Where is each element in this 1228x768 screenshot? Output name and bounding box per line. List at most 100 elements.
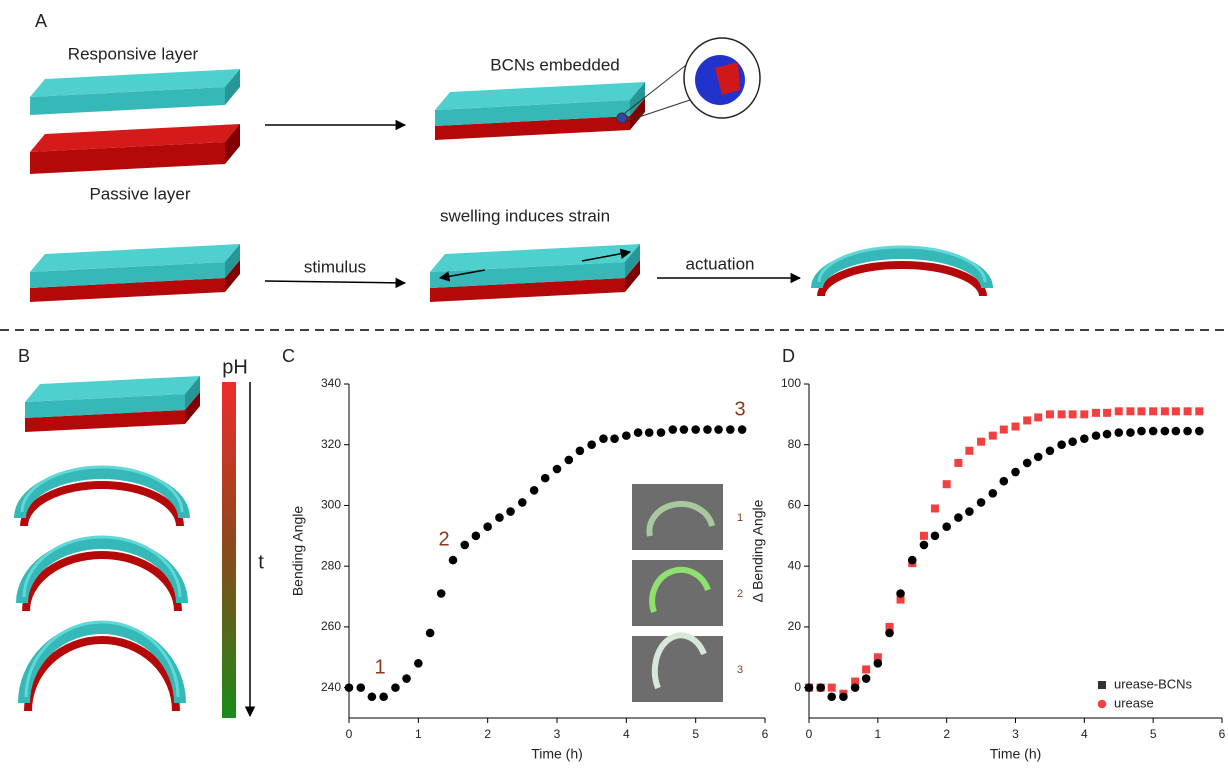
point: [414, 659, 423, 668]
point: [988, 489, 997, 498]
panel-label: B: [18, 346, 30, 366]
figure: A B C D Responsive layer Passive layer B…: [0, 0, 1228, 768]
y-tick-label: 20: [788, 619, 802, 633]
point: [472, 532, 481, 541]
point: [1126, 428, 1135, 437]
point: [1080, 434, 1089, 443]
y-tick-label: 340: [321, 376, 341, 390]
point: [645, 428, 654, 437]
point: [1068, 437, 1077, 446]
inset-photo: [632, 636, 723, 702]
panel-label: A: [35, 11, 47, 31]
panel-label: C: [282, 346, 295, 366]
point: [1046, 447, 1055, 456]
x-tick-label: 4: [623, 727, 630, 741]
point: [1046, 410, 1054, 418]
point: [1034, 413, 1042, 421]
point: [634, 428, 643, 437]
y-tick-label: 80: [788, 437, 802, 451]
point: [1137, 427, 1146, 436]
annotation: 2: [438, 528, 449, 550]
annotation: 3: [734, 398, 745, 420]
y-axis-label: Bending Angle: [290, 506, 306, 597]
point: [1184, 407, 1192, 415]
x-axis-label: Time (h): [531, 746, 583, 762]
ph-bar: [222, 382, 236, 718]
point: [1183, 427, 1192, 436]
label: pH: [222, 356, 248, 378]
point: [851, 683, 860, 692]
point: [622, 431, 631, 440]
point: [1149, 407, 1157, 415]
legend-marker: [1098, 681, 1106, 689]
point: [610, 434, 619, 443]
point: [896, 589, 905, 598]
point: [495, 513, 504, 522]
point: [1080, 410, 1088, 418]
point: [943, 480, 951, 488]
x-tick-label: 0: [806, 727, 813, 741]
point: [738, 425, 747, 434]
point: [874, 659, 883, 668]
legend-label: urease: [1114, 695, 1154, 710]
x-tick-label: 6: [1219, 727, 1226, 741]
point: [460, 541, 469, 550]
point: [1092, 431, 1101, 440]
point: [1137, 407, 1145, 415]
point: [426, 629, 435, 638]
point: [977, 438, 985, 446]
label: Passive layer: [89, 184, 190, 203]
legend-label: urease-BCNs: [1114, 676, 1193, 691]
x-tick-label: 1: [415, 727, 422, 741]
point: [714, 425, 723, 434]
point: [402, 674, 411, 683]
point: [668, 425, 677, 434]
label: stimulus: [304, 257, 366, 276]
x-tick-label: 5: [1150, 727, 1157, 741]
point: [541, 474, 550, 483]
point: [1000, 426, 1008, 434]
point: [657, 428, 666, 437]
y-tick-label: 300: [321, 498, 341, 512]
y-tick-label: 260: [321, 619, 341, 633]
x-tick-label: 3: [554, 727, 561, 741]
y-tick-label: 240: [321, 680, 341, 694]
y-axis-label: Δ Bending Angle: [750, 499, 766, 602]
y-tick-label: 40: [788, 558, 802, 572]
point: [379, 692, 388, 701]
point: [1023, 416, 1031, 424]
y-tick-label: 100: [781, 376, 801, 390]
point: [437, 589, 446, 598]
point: [483, 522, 492, 531]
label: Responsive layer: [68, 44, 199, 63]
layout: [20, 38, 987, 711]
point: [680, 425, 689, 434]
point: [449, 556, 458, 565]
point: [1057, 440, 1066, 449]
point: [965, 447, 973, 455]
point: [587, 440, 596, 449]
point: [931, 532, 940, 541]
point: [1103, 409, 1111, 417]
point: [1195, 407, 1203, 415]
point: [931, 504, 939, 512]
inset-label: 3: [737, 664, 743, 676]
point: [1149, 427, 1158, 436]
point: [942, 522, 951, 531]
y-tick-label: 320: [321, 437, 341, 451]
point: [965, 507, 974, 516]
point: [977, 498, 986, 507]
zoom-spot: [617, 113, 627, 123]
point: [564, 456, 573, 465]
annotation: 1: [374, 656, 385, 678]
x-tick-label: 0: [346, 727, 353, 741]
point: [920, 541, 929, 550]
point: [691, 425, 700, 434]
arch-red: [821, 265, 983, 296]
label: t: [258, 551, 264, 573]
inset-label: 1: [737, 512, 743, 524]
point: [1114, 428, 1123, 437]
inset-label: 2: [737, 588, 743, 600]
point: [1172, 407, 1180, 415]
point: [726, 425, 735, 434]
